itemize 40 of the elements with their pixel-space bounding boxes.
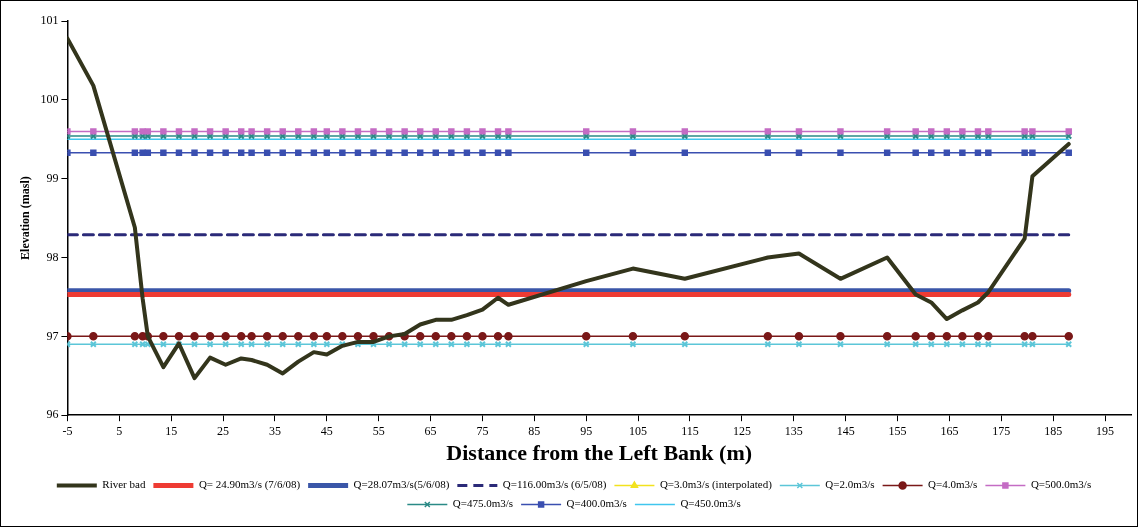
legend-label: Q=500.0m3/s bbox=[1030, 478, 1092, 491]
legend-label: Q=475.0m3/s bbox=[452, 497, 514, 510]
x-tick-label: 5 bbox=[116, 423, 123, 438]
y-tick-label: 97 bbox=[46, 328, 59, 343]
x-tick-label: 145 bbox=[836, 423, 855, 438]
legend-label: Q= 24.90m3/s (7/6/08) bbox=[198, 478, 301, 492]
legend-label: Q=400.0m3/s bbox=[566, 497, 627, 510]
x-tick-label: 185 bbox=[1044, 423, 1063, 438]
y-tick-label: 98 bbox=[46, 249, 59, 264]
x-tick-label: 75 bbox=[476, 423, 489, 438]
legend-label: Q=28.07m3/s(5/6/08) bbox=[353, 478, 450, 492]
legend-label: Q=2.0m3/s bbox=[825, 478, 875, 491]
x-tick-label: 15 bbox=[165, 423, 178, 438]
legend-label: Q=450.0m3/s bbox=[680, 497, 741, 510]
y-tick-label: 100 bbox=[40, 92, 59, 106]
x-tick-label: 155 bbox=[888, 423, 907, 438]
legend-label: River bad bbox=[102, 478, 146, 491]
x-tick-label: 135 bbox=[784, 423, 803, 438]
x-tick-label: 195 bbox=[1096, 423, 1115, 438]
legend-label: Q=3.0m3/s (interpolated) bbox=[659, 478, 773, 492]
x-tick-label: 85 bbox=[528, 423, 541, 438]
x-tick-label: 95 bbox=[580, 423, 593, 438]
x-axis-title: Distance from the Left Bank (m) bbox=[446, 440, 753, 466]
legend-label: Q=116.00m3/s (6/5/08) bbox=[502, 478, 607, 492]
x-tick-label: 45 bbox=[320, 423, 333, 438]
x-tick-label: 125 bbox=[732, 423, 751, 438]
y-tick-label: 99 bbox=[46, 170, 59, 185]
y-tick-label: 101 bbox=[40, 13, 59, 28]
y-axis-title: Elevation (masl) bbox=[18, 176, 33, 260]
x-tick-label: 165 bbox=[940, 423, 959, 438]
x-tick-label: 65 bbox=[424, 423, 437, 438]
x-tick-label: 105 bbox=[629, 423, 648, 438]
x-tick-label: 115 bbox=[681, 423, 699, 438]
x-tick-label: 35 bbox=[268, 423, 281, 438]
x-tick-label: 55 bbox=[372, 423, 385, 438]
x-tick-label: -5 bbox=[62, 423, 73, 438]
x-tick-label: 25 bbox=[217, 423, 230, 438]
y-tick-label: 96 bbox=[46, 407, 59, 422]
legend-label: Q=4.0m3/s bbox=[928, 478, 978, 491]
x-tick-label: 175 bbox=[992, 423, 1011, 438]
